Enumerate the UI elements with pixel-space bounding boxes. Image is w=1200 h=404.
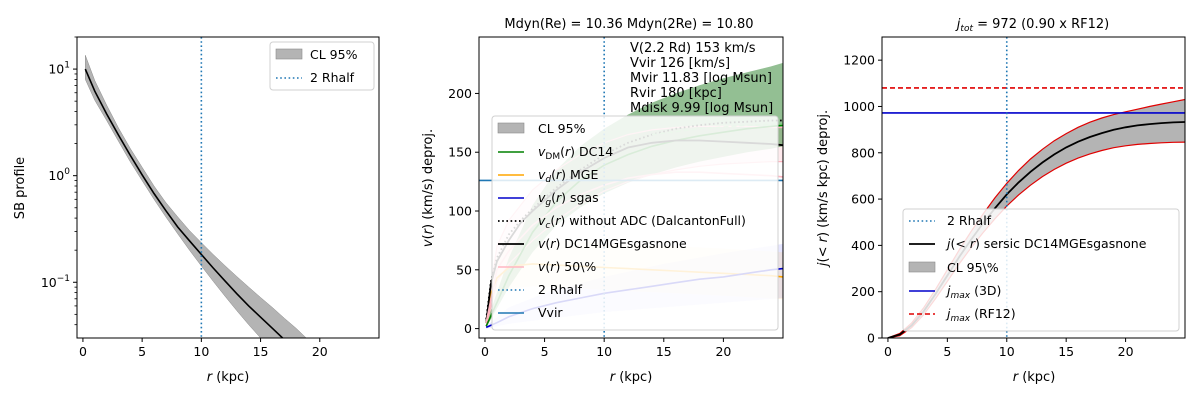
legend-label-vvir: Vvir bbox=[538, 305, 563, 320]
y-tick-label: 800 bbox=[851, 145, 875, 160]
legend-label-p50: v(r) 50\% bbox=[538, 259, 596, 274]
x-tick-label: 10 bbox=[596, 344, 612, 359]
x-tick-label: 20 bbox=[1118, 344, 1134, 359]
sb-legend: CL 95% 2 Rhalf bbox=[269, 41, 375, 91]
jtot-ylabel: j(< r) (km/s kpc) deproj. bbox=[816, 110, 831, 268]
legend-label-dm: vDM(r) DC14 bbox=[538, 144, 613, 162]
y-tick-label: 1000 bbox=[843, 99, 875, 114]
jtot-legend-box bbox=[902, 208, 1180, 332]
velocity-xlabel: r (kpc) bbox=[610, 370, 653, 385]
sb-median-line bbox=[84, 68, 284, 338]
sb-ylabel: SB profile bbox=[13, 157, 28, 219]
sb-plot-area bbox=[84, 37, 307, 338]
legend-label-ci: CL 95% bbox=[538, 121, 586, 136]
annotation-mdisk: Mdisk 9.99 [log Msun] bbox=[630, 101, 773, 116]
velocity-legend: CL 95% vDM(r) DC14 vd(r) MGE vg(r) sgas … bbox=[491, 115, 779, 331]
velocity-axes-frame bbox=[478, 36, 784, 339]
legend-swatch-ci bbox=[908, 261, 936, 273]
legend-label-median: v(r) DC14MGEsgasnone bbox=[538, 236, 687, 251]
velocity-legend-box bbox=[491, 115, 779, 331]
legend-label-rhalf: 2 Rhalf bbox=[538, 282, 583, 297]
legend-swatch-ci bbox=[497, 122, 525, 134]
sb-ci-band bbox=[85, 55, 307, 338]
jtot-axes-frame bbox=[881, 36, 1186, 339]
annotation-v22: V(2.2 Rd) 153 km/s bbox=[630, 41, 756, 56]
legend-label-ci: CL 95\% bbox=[947, 260, 999, 275]
y-tick-label: 200 bbox=[448, 86, 472, 101]
legend-swatch-ci bbox=[275, 48, 303, 60]
jtot-xlabel: r (kpc) bbox=[1013, 370, 1056, 385]
sb-axes-frame bbox=[76, 36, 380, 339]
y-tick-label: 0 bbox=[867, 331, 875, 346]
legend-label-jmax3d: jmax (3D) bbox=[945, 283, 1001, 301]
y-tick-label: 101 bbox=[48, 61, 70, 77]
x-tick-label: 10 bbox=[999, 344, 1015, 359]
jtot-title: jtot = 972 (0.90 x RF12) bbox=[955, 17, 1109, 34]
jtot-legend: 2 Rhalf j(< r) sersic DC14MGEsgasnone CL… bbox=[902, 208, 1180, 332]
sb-ticks: 0 5 10 15 20 101 100 10−1 bbox=[41, 36, 328, 359]
velocity-title: Mdyn(Re) = 10.36 Mdyn(2Re) = 10.80 bbox=[504, 17, 753, 32]
x-tick-label: 0 bbox=[481, 344, 489, 359]
x-tick-label: 5 bbox=[138, 344, 146, 359]
y-tick-label: 0 bbox=[464, 321, 472, 336]
legend-label-mge: vd(r) MGE bbox=[538, 167, 598, 185]
annotation-vvir: Vvir 126 [km/s] bbox=[630, 56, 730, 71]
x-tick-label: 0 bbox=[884, 344, 892, 359]
annotation-rvir: Rvir 180 [kpc] bbox=[630, 86, 722, 101]
legend-label-rhalf: 2 Rhalf bbox=[947, 213, 992, 228]
y-tick-label: 10−1 bbox=[41, 274, 70, 290]
legend-label-gas: vg(r) sgas bbox=[538, 190, 599, 208]
velocity-ylabel: v(r) (km/s) deproj. bbox=[421, 129, 436, 247]
annotation-mvir: Mvir 11.83 [log Msun] bbox=[630, 71, 772, 86]
panel-sb-profile: 0 5 10 15 20 101 100 10−1 r (kpc) SB profile CL… bbox=[13, 36, 380, 385]
legend-label-vc: vc(r) without ADC (DalcantonFull) bbox=[538, 213, 746, 231]
legend-label-jmedian: j(< r) sersic DC14MGEsgasnone bbox=[945, 236, 1147, 251]
y-tick-label: 200 bbox=[851, 284, 875, 299]
sb-xlabel: r (kpc) bbox=[207, 370, 250, 385]
x-tick-label: 15 bbox=[656, 344, 672, 359]
y-tick-label: 150 bbox=[448, 145, 472, 160]
panel-angular-momentum: jtot = 972 (0.90 x RF12) 0 5 10 15 200200400… bbox=[816, 17, 1186, 385]
x-tick-label: 5 bbox=[541, 344, 549, 359]
y-tick-label: 50 bbox=[456, 262, 472, 277]
x-tick-label: 15 bbox=[1058, 344, 1074, 359]
y-tick-label: 400 bbox=[851, 238, 875, 253]
panel-velocity: Mdyn(Re) = 10.36 Mdyn(2Re) = 10.80 0 5 10 1… bbox=[421, 17, 784, 385]
y-tick-label: 100 bbox=[448, 204, 472, 219]
x-tick-label: 10 bbox=[193, 344, 209, 359]
legend-label-rf12: jmax (RF12) bbox=[945, 306, 1016, 324]
legend-label-ci: CL 95% bbox=[310, 47, 358, 62]
y-tick-label: 600 bbox=[851, 192, 875, 207]
x-tick-label: 20 bbox=[715, 344, 731, 359]
x-tick-label: 0 bbox=[79, 344, 87, 359]
velocity-annotations: V(2.2 Rd) 153 km/s Vvir 126 [km/s] Mvir … bbox=[630, 41, 773, 116]
x-tick-label: 5 bbox=[943, 344, 951, 359]
y-tick-label: 100 bbox=[48, 167, 70, 183]
x-tick-label: 20 bbox=[312, 344, 328, 359]
y-tick-label: 1200 bbox=[843, 53, 875, 68]
x-tick-label: 15 bbox=[253, 344, 269, 359]
legend-label-rhalf: 2 Rhalf bbox=[310, 70, 355, 85]
